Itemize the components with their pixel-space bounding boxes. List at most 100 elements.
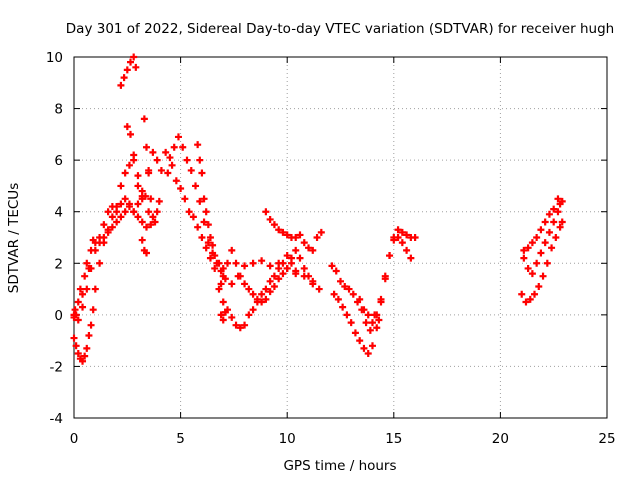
data-point [386, 252, 394, 260]
data-point [108, 223, 116, 231]
data-point [164, 169, 172, 177]
data-point [377, 295, 385, 303]
data-point [74, 316, 82, 324]
data-point [279, 270, 287, 278]
data-point [100, 221, 108, 229]
data-point [91, 246, 99, 254]
data-point [552, 234, 560, 241]
data-point [548, 244, 556, 252]
data-point [149, 148, 157, 156]
data-point [394, 234, 402, 241]
data-point [258, 257, 266, 265]
data-point [550, 205, 558, 213]
plot-frame [73, 56, 608, 419]
y-tick-label: 2 [54, 256, 63, 272]
data-point [315, 285, 323, 293]
data-point [262, 295, 270, 303]
data-point [232, 321, 240, 329]
series-track-k-14h [356, 234, 415, 327]
y-tick-label: 6 [54, 153, 63, 169]
data-point [89, 306, 97, 314]
data-point [330, 290, 338, 298]
data-point [279, 228, 287, 236]
data-point [140, 115, 148, 123]
data-point [366, 326, 374, 334]
data-point [368, 319, 376, 327]
data-point [556, 200, 564, 208]
data-point [296, 254, 304, 262]
data-point [104, 208, 112, 216]
data-point [262, 285, 270, 293]
data-point [100, 234, 108, 241]
data-point [403, 231, 411, 239]
data-points [70, 53, 566, 365]
data-point [202, 208, 210, 216]
data-point [183, 156, 191, 164]
data-point [283, 231, 291, 239]
data-point [411, 234, 419, 241]
data-point [236, 324, 244, 332]
data-point [219, 272, 227, 280]
data-point [245, 285, 253, 293]
data-point [407, 254, 415, 262]
data-point [339, 303, 347, 311]
data-point [91, 285, 99, 293]
data-point [219, 316, 227, 324]
data-point [83, 285, 91, 293]
data-point [283, 252, 291, 260]
data-point [360, 306, 368, 314]
data-point [228, 280, 236, 288]
data-point [123, 66, 131, 74]
series-track-n-21h [520, 195, 564, 254]
series-track-d-mid [162, 133, 323, 293]
series-track-g-mid [217, 246, 317, 306]
series-dip-3h [138, 236, 150, 257]
series-peak-burst [117, 53, 140, 89]
data-point [533, 259, 541, 267]
data-point [334, 295, 342, 303]
data-point [187, 166, 195, 174]
data-point [219, 264, 227, 272]
data-point [194, 141, 202, 149]
data-point [172, 177, 180, 185]
data-point [70, 334, 78, 342]
data-point [337, 277, 344, 285]
data-point [168, 161, 176, 169]
data-point [74, 350, 82, 358]
data-point [375, 316, 383, 324]
data-point [279, 259, 287, 267]
data-point [345, 285, 353, 293]
data-point [198, 169, 206, 177]
data-point [121, 169, 129, 177]
data-point [537, 226, 545, 234]
data-point [145, 169, 153, 177]
data-point [539, 272, 547, 280]
data-point [526, 295, 534, 303]
data-point [364, 311, 372, 319]
data-point [249, 290, 257, 298]
data-point [373, 324, 381, 332]
data-point [309, 246, 317, 254]
data-point [72, 342, 80, 350]
data-point [121, 195, 129, 203]
data-point [275, 264, 283, 272]
data-point [533, 234, 541, 241]
data-point [189, 213, 197, 221]
data-point [541, 218, 549, 226]
data-point [275, 226, 283, 234]
data-point [545, 210, 553, 218]
data-point [198, 234, 206, 241]
data-point [113, 203, 121, 211]
data-point [373, 311, 381, 319]
y-tick-label: 8 [54, 102, 63, 118]
data-point [147, 221, 155, 229]
data-point [249, 306, 257, 314]
tick-labels: 0 5 10 15 20 25 -4 -2 0 2 4 6 8 10 [46, 50, 616, 447]
data-point [550, 218, 558, 226]
data-point [360, 344, 368, 352]
data-point [554, 195, 562, 203]
data-point [245, 311, 253, 319]
data-point [142, 143, 150, 151]
data-point [309, 277, 317, 285]
data-point [132, 63, 140, 71]
